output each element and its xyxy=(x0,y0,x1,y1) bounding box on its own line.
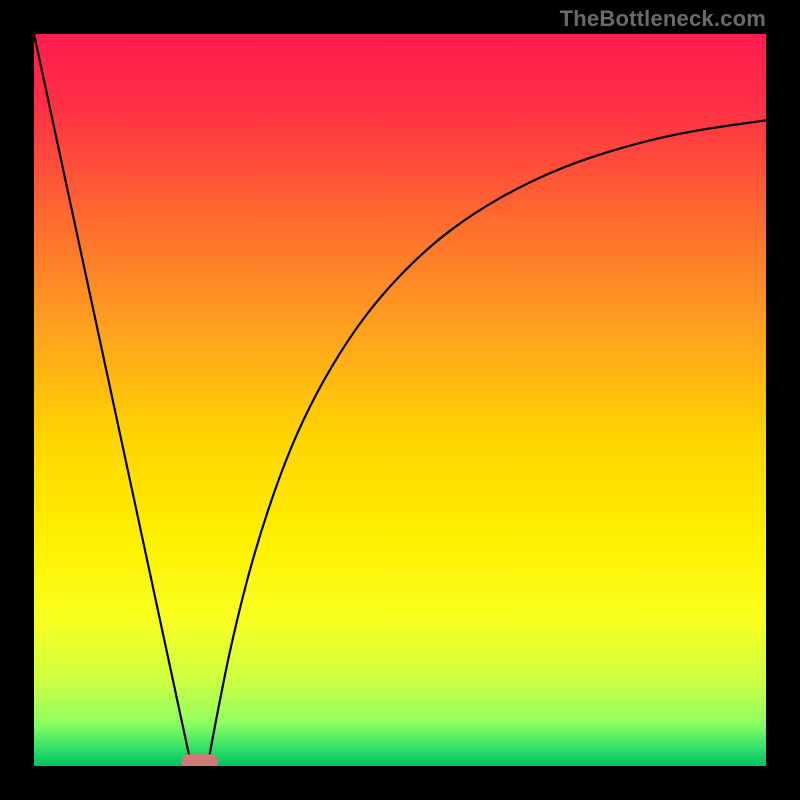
bottleneck-chart xyxy=(34,34,766,766)
watermark-text: TheBottleneck.com xyxy=(560,6,766,32)
optimum-marker xyxy=(181,754,218,766)
gradient-background xyxy=(34,34,766,766)
plot-area xyxy=(34,34,766,766)
outer-frame: TheBottleneck.com xyxy=(0,0,800,800)
